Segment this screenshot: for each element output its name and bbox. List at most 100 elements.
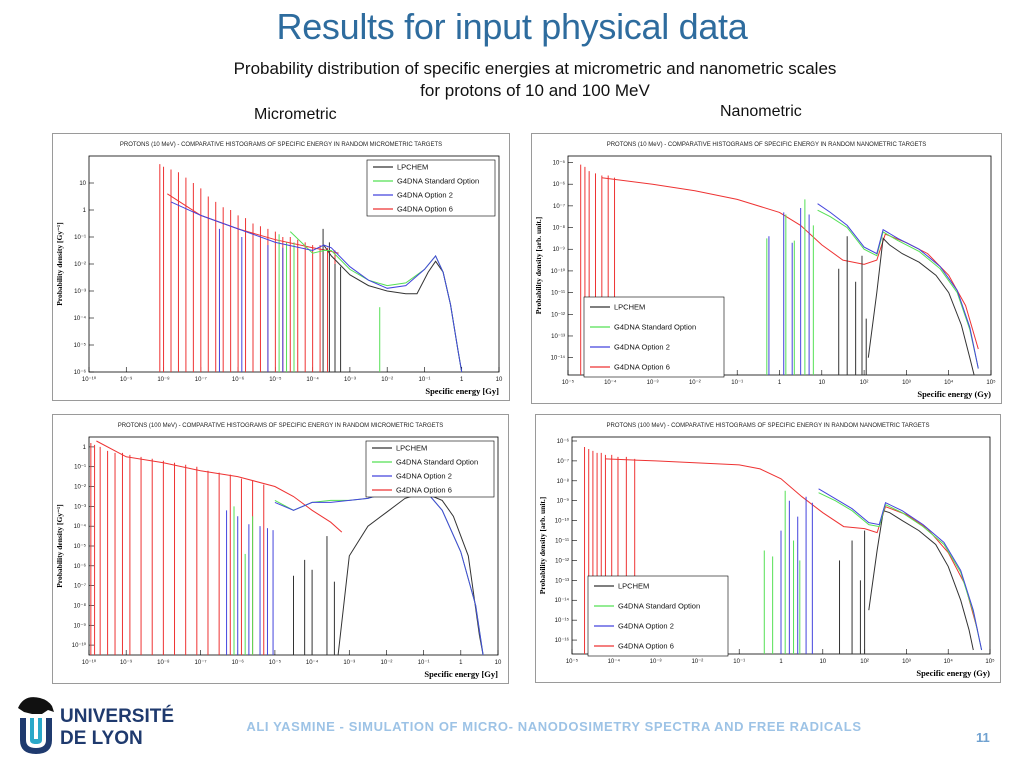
y-axis-label: Probability density [Gy⁻¹] <box>55 504 64 588</box>
lion-emblem <box>18 697 54 754</box>
legend-entry: LPCHEM <box>397 163 428 172</box>
y-tick-label: 10⁻¹ <box>74 235 86 241</box>
x-tick-label: 10² <box>860 380 869 386</box>
x-tick-label: 10⁻⁶ <box>232 659 245 666</box>
y-tick-label: 10⁻¹ <box>74 465 86 471</box>
x-tick-label: 10⁻¹ <box>731 380 743 386</box>
x-tick-label: 10⁻⁵ <box>566 658 579 665</box>
y-tick-label: 10⁻⁹ <box>557 498 570 505</box>
subtitle-line-2: for protons of 10 and 100 MeV <box>420 81 650 100</box>
y-tick-label: 10⁻⁹ <box>553 246 566 253</box>
y-tick-label: 10⁻¹² <box>555 558 569 564</box>
y-tick-label: 10⁻¹¹ <box>555 539 569 545</box>
x-tick-label: 10⁻⁸ <box>157 376 170 383</box>
chart-title: PROTONS (10 MeV) - COMPARATIVE HISTOGRAM… <box>607 142 927 148</box>
y-tick-label: 10⁻⁶ <box>553 181 566 188</box>
y-tick-label: 10⁻¹⁴ <box>555 597 570 604</box>
y-tick-label: 10⁻¹⁶ <box>555 637 570 644</box>
legend-entry: G4DNA Option 6 <box>618 642 674 651</box>
x-tick-label: 10⁻⁵ <box>562 379 575 386</box>
y-tick-label: 10 <box>79 181 86 187</box>
legend-entry: LPCHEM <box>618 582 649 591</box>
y-tick-label: 10⁻² <box>74 485 86 491</box>
series-line-g4dna-standard-option <box>274 485 484 656</box>
x-tick-label: 10⁻⁵ <box>269 376 282 383</box>
x-tick-label: 10 <box>496 377 503 383</box>
legend-entry: G4DNA Standard Option <box>396 458 478 467</box>
x-tick-label: 10⁻² <box>689 380 701 386</box>
x-tick-label: 10⁻⁶ <box>232 376 245 383</box>
legend-entry: G4DNA Option 2 <box>396 472 452 481</box>
series-line-lpchem <box>337 491 484 656</box>
legend-entry: G4DNA Option 6 <box>614 363 670 372</box>
y-tick-label: 10⁻⁵ <box>553 160 566 167</box>
series-line-g4dna-option-2 <box>817 203 979 369</box>
x-tick-label: 10⁻¹⁰ <box>82 376 97 383</box>
y-tick-label: 10⁻¹⁴ <box>551 355 566 362</box>
y-tick-label: 10⁻⁸ <box>553 225 566 232</box>
x-axis-label: Specific energy [Gy] <box>425 386 499 396</box>
y-axis-label: Probability density [arb. unit.] <box>534 217 543 315</box>
x-tick-label: 10⁻⁷ <box>195 376 207 383</box>
x-tick-label: 10⁻⁹ <box>120 376 133 383</box>
chart-panel-micro-10mev: PROTONS (10 MeV) - COMPARATIVE HISTOGRAM… <box>52 133 510 401</box>
legend: LPCHEM G4DNA Standard Option G4DNA Option … <box>365 440 495 498</box>
universite-de-lyon-logo: UNIVERSITÉ DE LYON <box>18 697 174 754</box>
y-tick-label: 10⁻³ <box>74 289 86 295</box>
x-tick-label: 10⁻⁸ <box>157 659 170 666</box>
y-tick-label: 10⁻⁸ <box>557 478 570 485</box>
x-tick-label: 10⁻³ <box>344 377 356 383</box>
legend-entry: LPCHEM <box>396 444 427 453</box>
x-tick-label: 10⁻³ <box>647 380 659 386</box>
series-line-g4dna-option-2 <box>818 488 983 651</box>
logo-text-line-2: DE LYON <box>60 728 143 749</box>
y-tick-label: 10⁻⁹ <box>74 622 87 629</box>
y-tick-label: 10⁻² <box>74 262 86 268</box>
y-tick-label: 10⁻⁶ <box>74 369 87 376</box>
chart-title: PROTONS (10 MeV) - COMPARATIVE HISTOGRAM… <box>120 142 442 148</box>
y-axis-label: Probability density [Gy⁻¹] <box>55 222 64 306</box>
y-tick-label: 10⁻⁸ <box>74 602 87 609</box>
y-tick-label: 10⁻¹⁰ <box>555 518 570 525</box>
y-tick-label: 1 <box>83 208 87 214</box>
legend-box <box>583 296 725 378</box>
legend-entry: G4DNA Option 2 <box>618 622 674 631</box>
x-tick-label: 10⁻⁵ <box>269 659 282 666</box>
y-axis-label: Probability density [arb. unit.] <box>538 497 547 595</box>
x-axis-label: Specific energy (Gy) <box>916 668 990 678</box>
series-line-lpchem <box>867 237 975 376</box>
x-tick-label: 10⁻² <box>381 377 393 383</box>
chart-micro-100mev: PROTONS (100 MeV) - COMPARATIVE HISTOGRA… <box>55 423 502 679</box>
page-number: 11 <box>976 730 990 745</box>
y-tick-label: 10⁻¹⁰ <box>551 268 566 275</box>
logo-text-line-1: UNIVERSITÉ <box>60 705 174 727</box>
x-tick-label: 1 <box>779 659 783 665</box>
x-tick-label: 1 <box>778 380 782 386</box>
y-tick-label: 1 <box>83 445 87 451</box>
series-line-g4dna-standard-option <box>289 231 463 373</box>
legend-box <box>366 159 496 217</box>
chart-title: PROTONS (100 MeV) - COMPARATIVE HISTOGRA… <box>607 423 930 429</box>
x-tick-label: 10⁻⁴ <box>306 659 319 666</box>
x-tick-label: 10⁻¹⁰ <box>82 659 97 666</box>
legend-entry: G4DNA Option 2 <box>614 343 670 352</box>
x-tick-label: 10³ <box>902 380 911 386</box>
y-tick-label: 10⁻⁷ <box>557 458 569 465</box>
x-tick-label: 10⁵ <box>985 658 995 665</box>
x-tick-label: 10³ <box>902 659 911 665</box>
y-tick-label: 10⁻⁴ <box>74 315 87 322</box>
x-tick-label: 10⁻² <box>691 659 703 665</box>
legend-entry: G4DNA Standard Option <box>614 323 696 332</box>
series-line-lpchem <box>868 510 974 651</box>
x-tick-label: 10⁻² <box>381 660 393 666</box>
y-tick-label: 10⁻³ <box>74 504 86 510</box>
y-tick-label: 10⁻⁴ <box>74 523 87 530</box>
legend: LPCHEM G4DNA Standard Option G4DNA Option … <box>583 296 725 378</box>
legend-entry: LPCHEM <box>614 303 645 312</box>
x-tick-label: 10⁴ <box>944 379 954 386</box>
legend-entry: G4DNA Standard Option <box>618 602 700 611</box>
legend-entry: G4DNA Option 6 <box>397 205 453 214</box>
x-axis-label: Specific energy [Gy] <box>424 669 498 679</box>
x-tick-label: 10⁻⁷ <box>195 659 207 666</box>
x-tick-label: 10⁻³ <box>343 660 355 666</box>
